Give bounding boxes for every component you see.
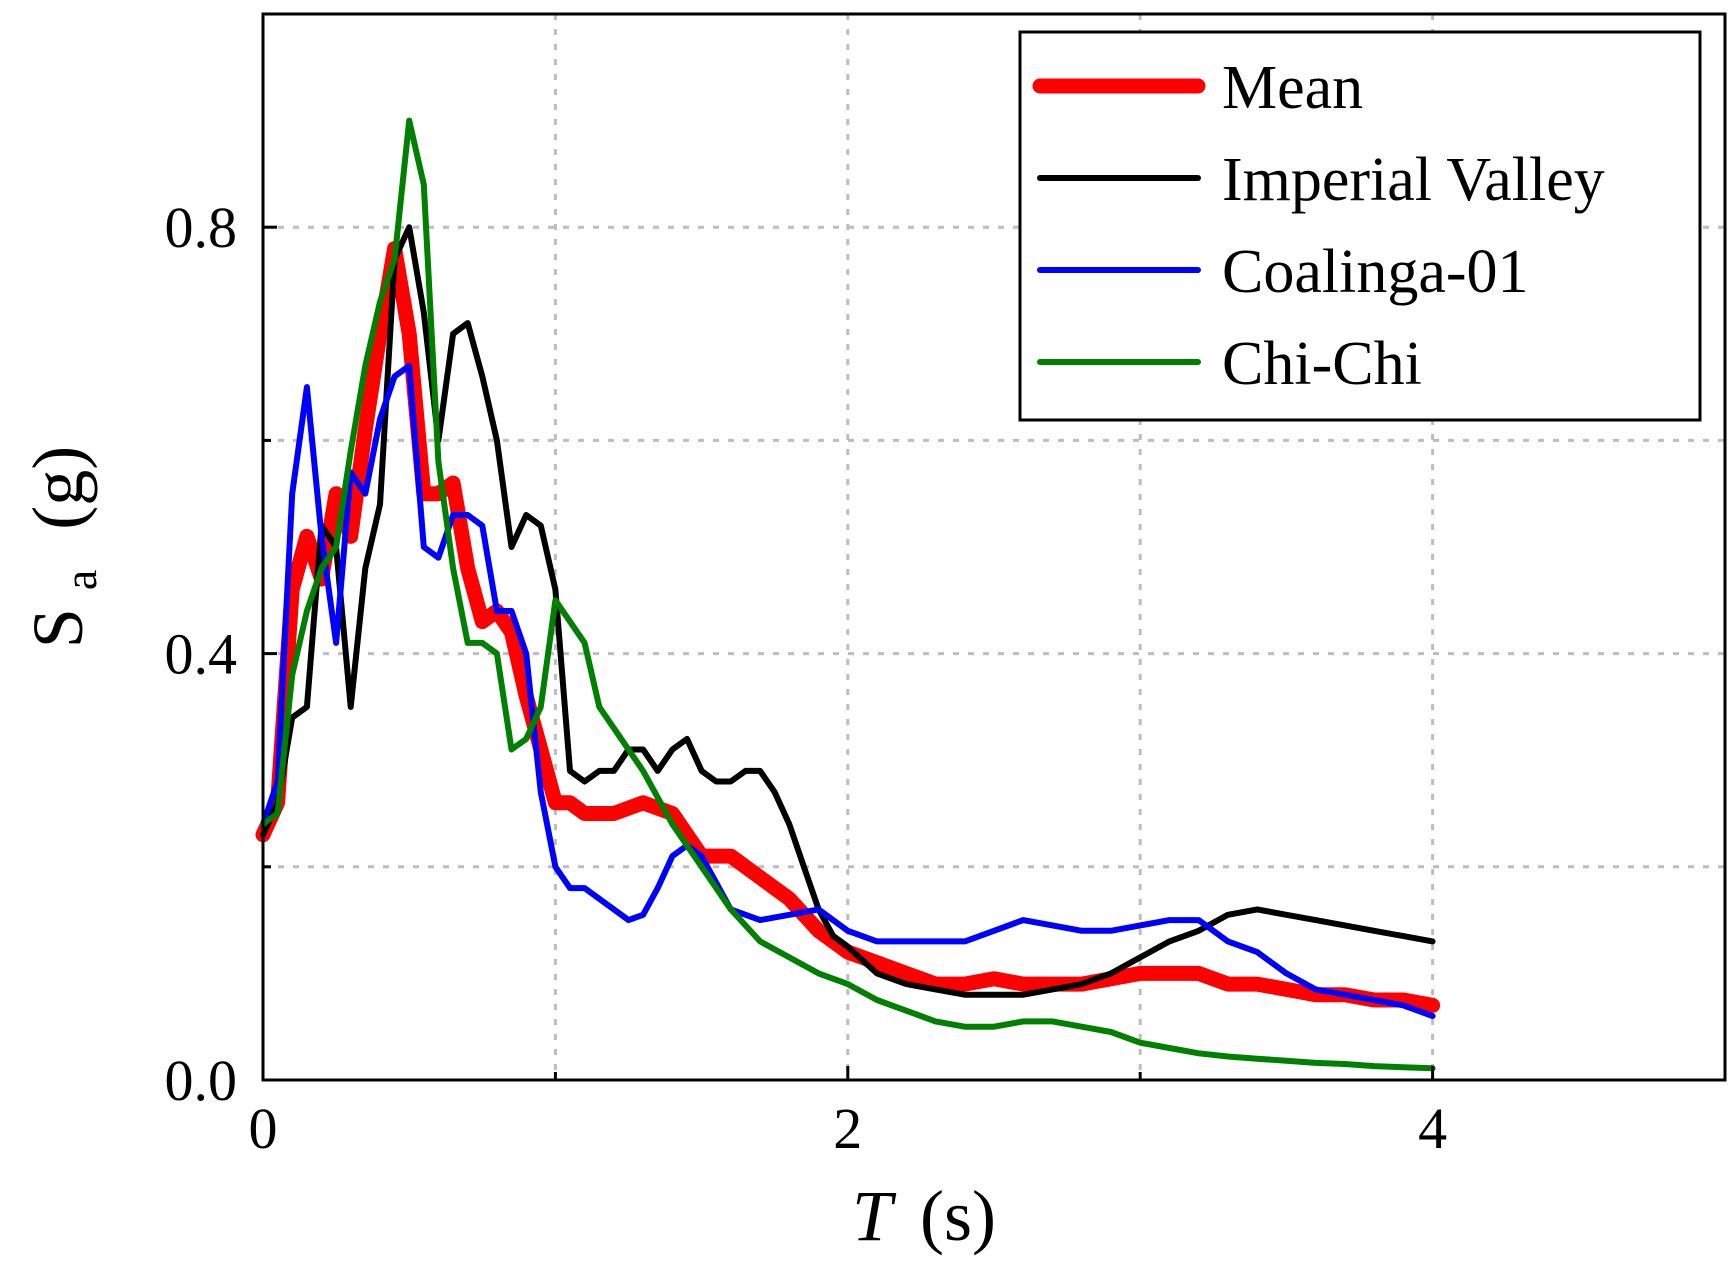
- y-axis-title: S a (g): [18, 446, 112, 648]
- x-tick-label: 4: [1418, 1096, 1447, 1161]
- y-axis-title-unit: (g): [18, 446, 98, 530]
- legend-label-imperial-valley: Imperial Valley: [1222, 146, 1605, 214]
- y-tick-label: 0.8: [165, 195, 238, 260]
- y-axis-title-main: S: [18, 608, 98, 648]
- legend-box: [1018, 30, 1702, 422]
- x-axis-title-unit: (s): [920, 1176, 996, 1256]
- x-tick-label: 2: [833, 1096, 862, 1161]
- y-tick-label: 0.0: [165, 1048, 238, 1113]
- y-tick-label: 0.4: [165, 622, 238, 687]
- series-line-imperial-valley: [260, 224, 1436, 998]
- axis-ticks: 0 2 4 0.0 0.4 0.8: [165, 195, 1448, 1161]
- plot-frame: [261, 12, 1727, 1082]
- legend-label-mean: Mean: [1222, 54, 1363, 122]
- x-axis-title: T (s): [852, 1176, 996, 1256]
- x-tick-label: 0: [249, 1096, 278, 1161]
- x-axis-title-var: T: [852, 1176, 897, 1256]
- series-lines: [255, 117, 1441, 1072]
- series-line-coalinga-01: [260, 362, 1436, 1019]
- legend-label-chi-chi: Chi-Chi: [1222, 330, 1422, 398]
- series-line-chi-chi: [260, 117, 1436, 1072]
- y-axis-title-sub: a: [55, 570, 106, 590]
- legend: Mean Imperial Valley Coalinga-01 Chi-Chi: [1018, 30, 1702, 422]
- legend-label-coalinga-01: Coalinga-01: [1222, 238, 1529, 306]
